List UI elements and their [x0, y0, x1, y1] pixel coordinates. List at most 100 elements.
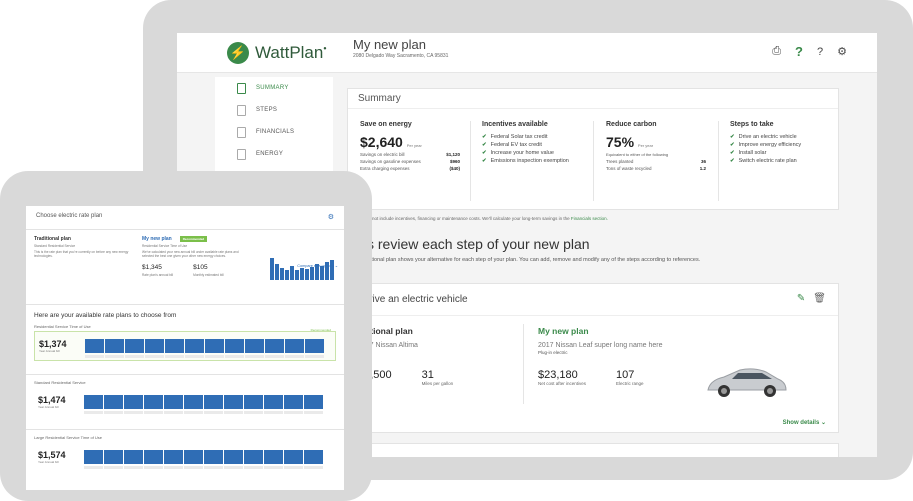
sidebar-item-label: ENERGY — [256, 151, 284, 157]
carbon-note: Equivalent to either of the following — [606, 152, 669, 157]
rate-plan-header: Choose electric rate plan ⚙ — [26, 206, 344, 230]
save-value: $2,640 Per year — [360, 134, 422, 150]
month-bar — [245, 339, 264, 358]
month-bar — [225, 339, 244, 358]
next-step-card — [347, 443, 839, 457]
traditional-rate-desc: This is the rate plan that you're curren… — [34, 250, 129, 258]
new-rate-desc: We've calculated your new annual bill un… — [142, 250, 239, 258]
divider — [718, 121, 719, 201]
usage-bar — [270, 258, 274, 280]
month-bar — [264, 450, 283, 469]
trash-icon[interactable]: 🗑 — [813, 293, 826, 304]
divider — [593, 121, 594, 201]
incentives-column: Incentives available ✔ Federal Solar tax … — [482, 121, 569, 166]
month-bar — [85, 339, 104, 358]
rate-plans-subheading: Here are your available rate plans to ch… — [34, 312, 177, 319]
usage-bar — [325, 262, 329, 280]
rate-plan-name: Residential Service Time of Use — [34, 324, 91, 329]
car-image — [707, 368, 787, 397]
month-bar — [164, 450, 183, 469]
sidebar-item-financials[interactable]: FINANCIALS — [215, 121, 333, 143]
sidebar-item-steps[interactable]: STEPS — [215, 99, 333, 121]
month-bar — [284, 450, 303, 469]
carbon-title: Reduce carbon — [606, 121, 657, 128]
show-details-link[interactable]: Show details ⌄ — [782, 420, 826, 426]
monthly-bill: $105 — [193, 264, 208, 271]
month-bar — [104, 450, 123, 469]
edit-icon[interactable]: ✎ — [796, 293, 806, 304]
month-bar — [304, 450, 323, 469]
sidebar-item-summary[interactable]: SUMMARY — [215, 77, 333, 99]
mpg-label: Miles per gallon — [421, 381, 454, 386]
check-icon: ✔ — [730, 150, 735, 156]
rate-plan-box[interactable]: $1,574 Year Annual bill — [34, 442, 336, 472]
month-bar — [164, 395, 183, 414]
incentives-title: Incentives available — [482, 121, 548, 128]
cost-label: Net cost after incentives — [538, 381, 587, 386]
gear-icon[interactable]: ⚙ — [837, 46, 847, 58]
footnote: ... not include incentives, financing or… — [367, 216, 608, 221]
rate-plan-option[interactable]: Standard Residential Service $1,474 Year … — [34, 380, 336, 417]
sidebar-item-energy[interactable]: ENERGY — [215, 143, 333, 165]
usage-bar — [290, 266, 294, 280]
month-bar — [165, 339, 184, 358]
month-bar — [125, 339, 144, 358]
annual-bill: $1,345 — [142, 264, 162, 271]
rate-plan-box[interactable]: Recommended $1,374 Year Annual bill — [34, 328, 336, 361]
carbon-row: Trees planted 36 — [606, 159, 706, 164]
carbon-column: Reduce carbon 75% Per year Equivalent to… — [606, 121, 706, 171]
month-bar — [84, 395, 103, 414]
review-title: s review each step of your new plan — [367, 236, 590, 252]
summary-heading: Summary — [348, 89, 838, 109]
month-bar — [285, 339, 304, 358]
assistant-icon[interactable]: ? — [795, 44, 803, 59]
new-rate-title: My new plan Recommended — [142, 236, 242, 242]
usage-bar — [320, 266, 324, 280]
rate-plan-name: Large Residential Service Time of Use — [34, 435, 103, 440]
step-item: ✔ Improve energy efficiency — [730, 142, 802, 148]
bolt-icon: ⚡ — [227, 42, 249, 64]
logo[interactable]: ⚡ WattPlan• — [227, 42, 327, 64]
traditional-vehicle: 2017 Nissan Altima — [358, 342, 418, 349]
traditional-plan: aditional plan 2017 Nissan Altima oline … — [358, 326, 453, 386]
annual-bill-label: Rate plan's annual bill — [142, 273, 174, 277]
new-rate-plan: Residential Service Time of Use — [142, 244, 188, 248]
review-description: ditional plan shows your alternative for… — [367, 257, 701, 263]
summary-card: Summary Save on energy $2,640 Per year S… — [347, 88, 839, 210]
month-bar — [284, 395, 303, 414]
carbon-value: 75% Per year — [606, 134, 654, 150]
new-vehicle: 2017 Nissan Leaf super long name here — [538, 342, 663, 349]
help-icon[interactable]: ? — [817, 45, 824, 58]
step-item: ✔ Drive an electric vehicle — [730, 134, 797, 140]
divider — [523, 324, 524, 404]
rate-plan-option[interactable]: Large Residential Service Time of Use $1… — [34, 435, 336, 472]
top-icons: ⎙ ? ? ⚙ — [772, 44, 847, 59]
month-bar — [244, 395, 263, 414]
financials-link[interactable]: Financials section. — [570, 216, 608, 221]
steps-title: Steps to take — [730, 121, 774, 128]
step-card: Drive an electric vehicle ✎ 🗑 aditional … — [347, 283, 839, 433]
top-bar: ⚡ WattPlan• My new plan 2080 Delgado Way… — [177, 33, 877, 73]
new-cost: $23,180 — [538, 369, 578, 381]
month-bar — [224, 395, 243, 414]
print-icon[interactable]: ⎙ — [772, 45, 782, 57]
month-bar — [105, 339, 124, 358]
gear-icon[interactable]: ⚙ — [327, 214, 334, 221]
usage-bar — [305, 269, 309, 280]
rate-plan-option[interactable]: Residential Service Time of Use Recommen… — [34, 324, 336, 361]
tablet-screen: Choose electric rate plan ⚙ Traditional … — [26, 206, 344, 490]
sidebar-item-label: STEPS — [256, 107, 278, 113]
monthly-bill-label: Monthly estimated bill — [193, 273, 224, 277]
usage-bar — [300, 268, 304, 280]
rate-plan-box[interactable]: $1,474 Year Annual bill — [34, 387, 336, 417]
traditional-rate-title: Traditional plan — [34, 236, 71, 242]
divider — [26, 429, 344, 430]
page-title: My new plan — [353, 37, 426, 52]
month-bar — [205, 339, 224, 358]
month-bar — [184, 450, 203, 469]
new-values: $23,180 Net cost after incentives 107 Elec… — [538, 369, 663, 386]
save-row: Extra charging expenses ($40) — [360, 166, 460, 171]
compare-rate-options-link[interactable]: Compare rate options ⌄ — [297, 264, 338, 268]
step-item: ✔ Install solar — [730, 150, 767, 156]
